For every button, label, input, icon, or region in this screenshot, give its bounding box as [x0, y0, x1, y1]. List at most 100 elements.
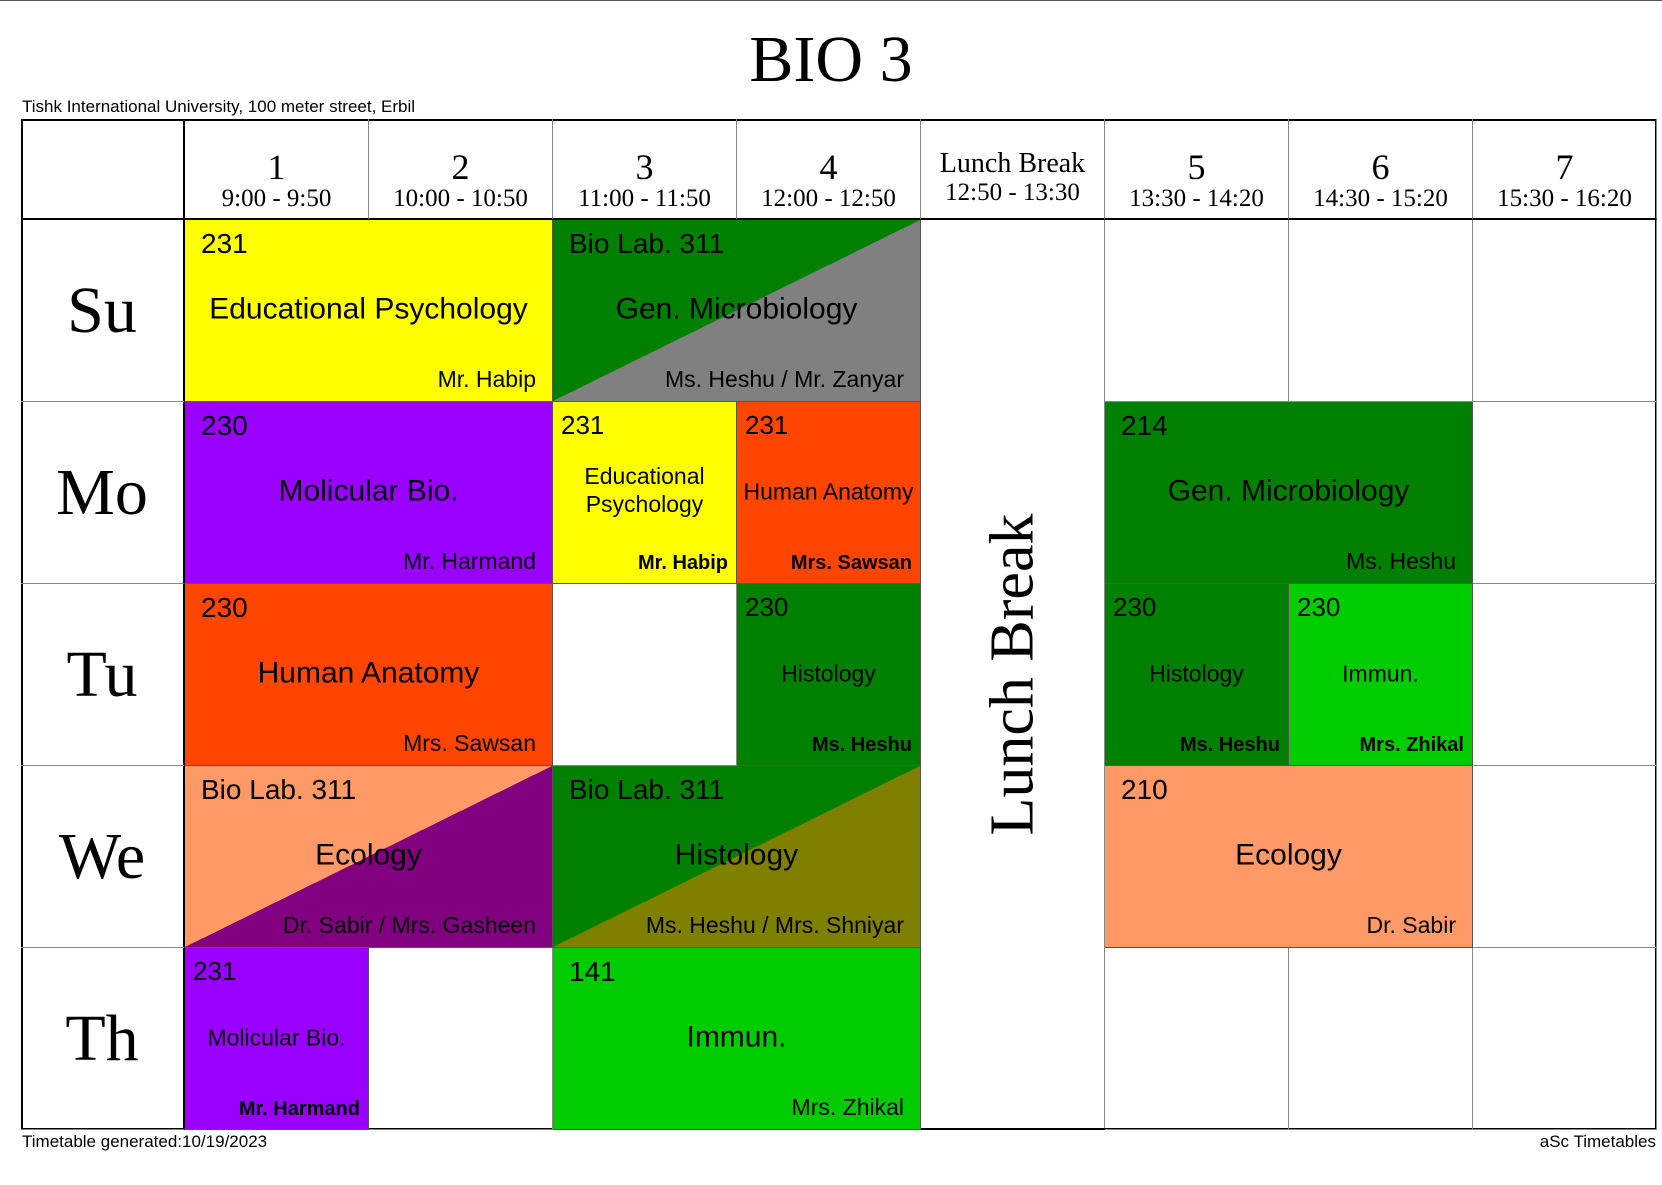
lesson-subject: Human Anatomy: [743, 478, 914, 505]
lesson-teacher: Mrs. Sawsan: [790, 552, 912, 574]
empty-slot[interactable]: [1473, 402, 1657, 584]
lesson-subject: Immun.: [686, 1019, 787, 1053]
period-header: 5 13:30 - 14:20: [1105, 119, 1289, 220]
header-corner: [21, 119, 185, 220]
lesson-teacher: Ms. Heshu: [1179, 734, 1280, 756]
lesson-teacher: Ms. Heshu / Mr. Zanyar: [664, 366, 904, 392]
empty-slot[interactable]: [1105, 220, 1289, 402]
day-label: We: [21, 766, 185, 948]
empty-slot[interactable]: [1289, 220, 1473, 402]
empty-slot[interactable]: [553, 584, 737, 766]
lunch-break-label: Lunch Break: [978, 513, 1046, 835]
period-number: 5: [1187, 147, 1206, 187]
lesson-card[interactable]: 230 Histology Ms. Heshu: [737, 584, 921, 766]
lesson-room: 231: [745, 410, 789, 440]
lesson-card[interactable]: 230 Histology Ms. Heshu: [1105, 584, 1289, 766]
empty-slot[interactable]: [1105, 948, 1289, 1130]
lesson-room: 230: [745, 592, 789, 622]
lesson-room: 230: [1113, 592, 1157, 622]
lesson-subject: Molicular Bio.: [278, 473, 459, 507]
lesson-teacher: Mrs. Zhikal: [1359, 734, 1464, 756]
day-label: Th: [21, 948, 185, 1130]
lunch-break-column: Lunch Break: [921, 220, 1105, 1128]
lesson-room: 230: [201, 592, 248, 623]
lesson-room: 230: [201, 410, 248, 441]
lesson-card[interactable]: 230 Immun. Mrs. Zhikal: [1289, 584, 1473, 766]
lesson-teacher: Dr. Sabir: [1366, 912, 1456, 938]
lesson-card[interactable]: Bio Lab. 311 Ecology Dr. Sabir / Mrs. Gash…: [185, 766, 553, 948]
lesson-room: 230: [1297, 592, 1341, 622]
lesson-card[interactable]: 230 Molicular Bio. Mr. Harmand: [185, 402, 553, 584]
top-rule: [0, 0, 1662, 1]
lesson-teacher: Mr. Harmand: [238, 1098, 360, 1120]
lesson-card[interactable]: 231 Human Anatomy Mrs. Sawsan: [737, 402, 921, 584]
empty-slot[interactable]: [1473, 766, 1657, 948]
generated-date: Timetable generated:10/19/2023: [22, 1132, 268, 1151]
lesson-subject: Histology: [1149, 660, 1244, 687]
lesson-card[interactable]: 231 Educational Psychology Mr. Habip: [553, 402, 737, 584]
period-header: 6 14:30 - 15:20: [1289, 119, 1473, 220]
lesson-subject: Ecology: [315, 837, 422, 871]
period-number: 3: [635, 147, 654, 187]
period-time: 15:30 - 16:20: [1497, 185, 1632, 212]
lesson-card[interactable]: 141 Immun. Mrs. Zhikal: [553, 948, 921, 1130]
lesson-card[interactable]: Bio Lab. 311 Gen. Microbiology Ms. Heshu /…: [553, 220, 921, 402]
period-time: 12:00 - 12:50: [761, 185, 896, 212]
lesson-subject: Molicular Bio.: [207, 1024, 346, 1051]
lesson-teacher: Ms. Heshu: [1346, 548, 1456, 574]
page-title: BIO 3: [749, 23, 913, 96]
lesson-subject: Educational Psychology: [209, 291, 528, 325]
period-time: 13:30 - 14:20: [1129, 185, 1264, 212]
lesson-card[interactable]: 230 Human Anatomy Mrs. Sawsan: [185, 584, 553, 766]
lesson-teacher: Dr. Sabir / Mrs. Gasheen: [282, 912, 536, 938]
period-header: 7 15:30 - 16:20: [1473, 119, 1657, 220]
empty-slot[interactable]: [1289, 948, 1473, 1130]
period-number: 1: [267, 147, 286, 187]
lesson-room: Bio Lab. 311: [201, 774, 357, 805]
lesson-card[interactable]: 231 Educational Psychology Mr. Habip: [185, 220, 553, 402]
period-number: 2: [451, 147, 470, 187]
lesson-teacher: Mrs. Sawsan: [403, 730, 536, 756]
lesson-subject: Ecology: [1235, 837, 1342, 871]
lesson-subject: Gen. Microbiology: [1167, 473, 1410, 507]
empty-slot[interactable]: [1473, 220, 1657, 402]
day-label: Mo: [21, 402, 185, 584]
generator-credit: aSc Timetables: [1539, 1132, 1656, 1151]
period-number: 7: [1555, 147, 1574, 187]
period-header: 4 12:00 - 12:50: [737, 119, 921, 220]
lesson-card[interactable]: 231 Molicular Bio. Mr. Harmand: [185, 948, 369, 1130]
lesson-teacher: Mr. Habip: [637, 552, 728, 574]
lesson-room: 231: [193, 956, 237, 986]
lesson-room: 231: [201, 228, 248, 259]
lesson-room: 231: [561, 410, 605, 440]
period-time: 11:00 - 11:50: [578, 185, 711, 212]
school-address: Tishk International University, 100 mete…: [22, 97, 416, 116]
lesson-card[interactable]: Bio Lab. 311 Histology Ms. Heshu / Mrs. Sh…: [553, 766, 921, 948]
lesson-subject: Histology: [781, 660, 876, 687]
period-number: 4: [819, 147, 838, 187]
period-time: 10:00 - 10:50: [393, 185, 528, 212]
lesson-teacher: Ms. Heshu: [811, 734, 912, 756]
lesson-teacher: Mr. Harmand: [403, 548, 536, 574]
period-header: 1 9:00 - 9:50: [185, 119, 369, 220]
period-number: 6: [1371, 147, 1390, 187]
lesson-teacher: Ms. Heshu / Mrs. Shniyar: [645, 912, 904, 938]
lesson-subject: Human Anatomy: [257, 655, 480, 689]
period-time: 12:50 - 13:30: [945, 179, 1080, 206]
lesson-card[interactable]: 214 Gen. Microbiology Ms. Heshu: [1105, 402, 1473, 584]
empty-slot[interactable]: [1473, 584, 1657, 766]
period-header: 2 10:00 - 10:50: [369, 119, 553, 220]
lesson-room: Bio Lab. 311: [569, 228, 725, 259]
period-number: Lunch Break: [939, 148, 1086, 179]
day-label: Su: [21, 220, 185, 402]
period-time: 9:00 - 9:50: [221, 185, 332, 212]
period-header: 3 11:00 - 11:50: [553, 119, 737, 220]
lesson-subject: Educational Psychology: [584, 462, 705, 517]
lesson-room: Bio Lab. 311: [569, 774, 725, 805]
lesson-card[interactable]: 210 Ecology Dr. Sabir: [1105, 766, 1473, 948]
lesson-room: 210: [1121, 774, 1168, 805]
period-header: Lunch Break 12:50 - 13:30: [921, 119, 1105, 220]
empty-slot[interactable]: [1473, 948, 1657, 1130]
lesson-subject: Gen. Microbiology: [615, 291, 858, 325]
empty-slot[interactable]: [369, 948, 553, 1130]
